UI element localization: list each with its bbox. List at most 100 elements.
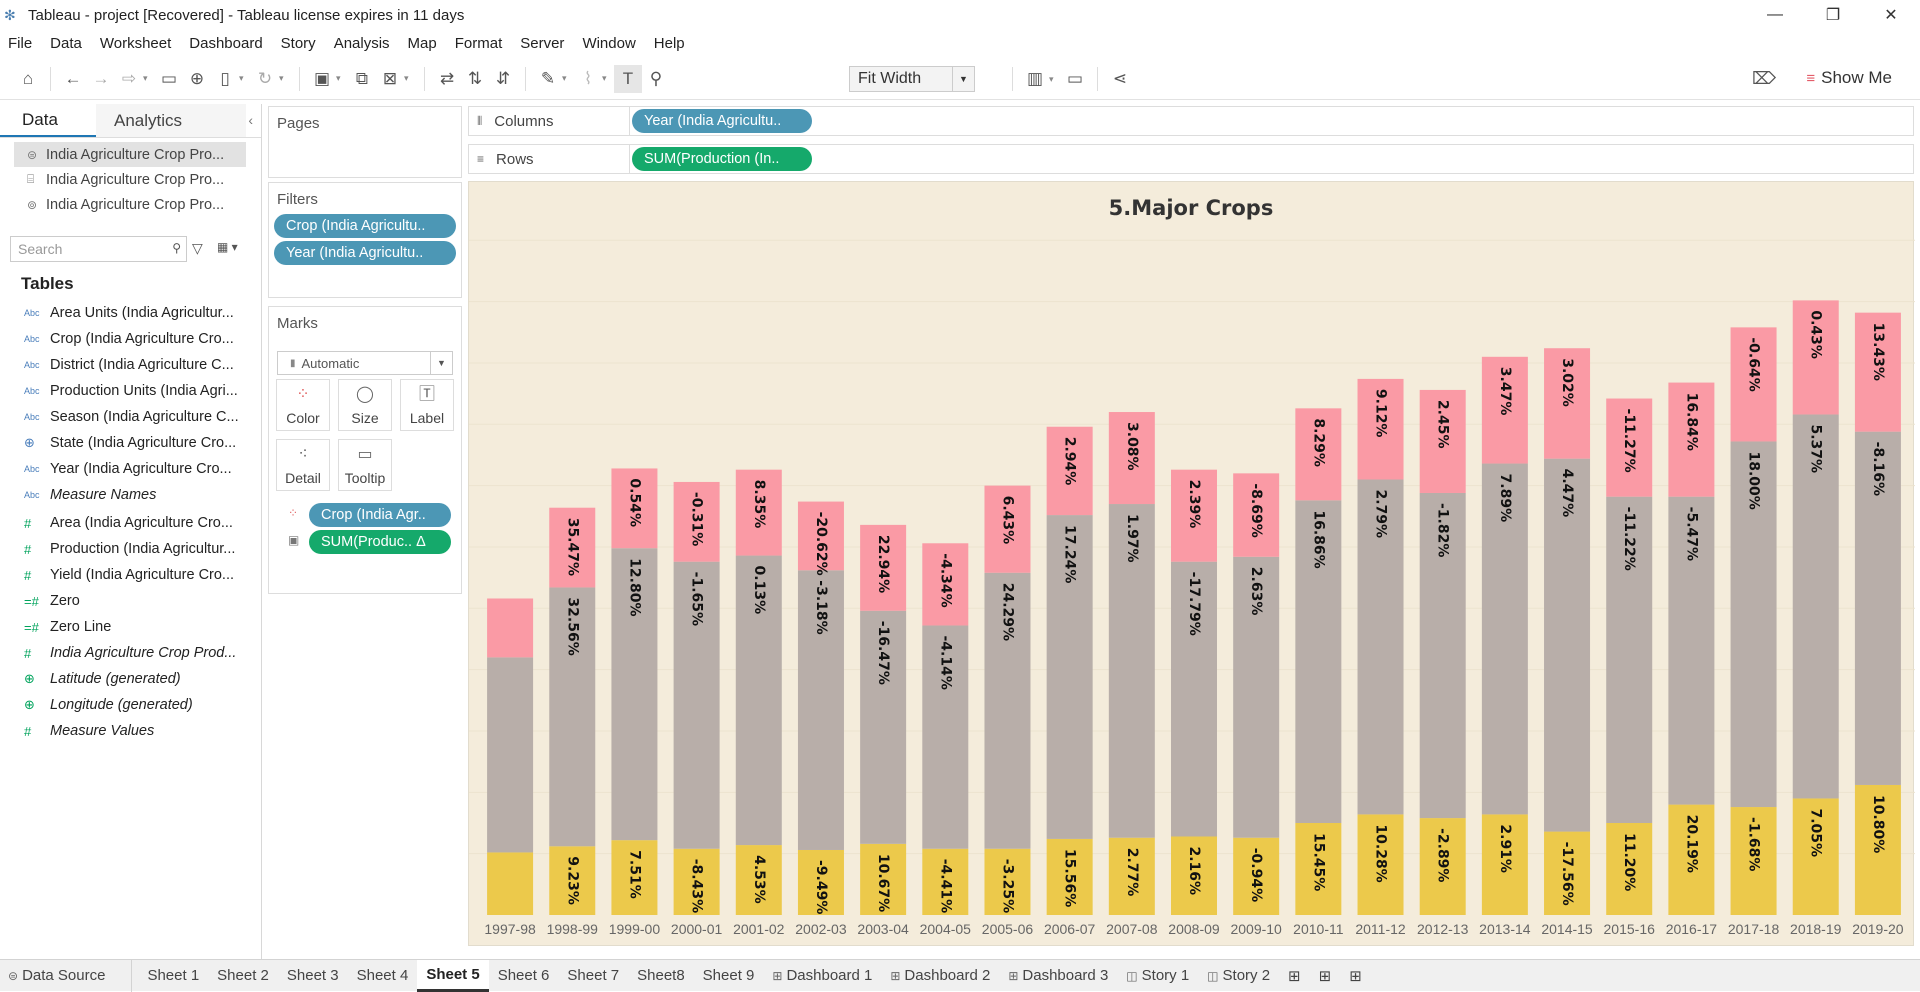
tooltip-button[interactable]: ▭ Tooltip	[338, 439, 392, 491]
bar-segment[interactable]	[487, 852, 534, 915]
field-item[interactable]: =# Zero Line	[0, 614, 262, 640]
group-dropdown-icon[interactable]: ▾	[602, 73, 607, 83]
field-item[interactable]: Abc Measure Names	[0, 482, 262, 508]
field-item[interactable]: Abc Crop (India Agriculture Cro...	[0, 326, 262, 352]
new-worksheet-dropdown-icon[interactable]: ▾	[336, 73, 341, 83]
new-story-icon[interactable]: ⊞	[1349, 967, 1362, 985]
bar-segment[interactable]	[549, 846, 596, 915]
bar-segment[interactable]	[1295, 408, 1342, 501]
datasource-item[interactable]: ⊚ India Agriculture Crop Pro...	[0, 192, 261, 217]
bar-segment[interactable]	[1419, 818, 1466, 915]
sheet-tab[interactable]: Sheet 7	[558, 960, 628, 992]
bar-segment[interactable]	[922, 848, 969, 915]
bar-segment[interactable]	[1357, 378, 1404, 480]
bar-segment[interactable]	[735, 469, 782, 556]
sheet-tab[interactable]: ◫ Story 1	[1117, 960, 1198, 992]
rows-shelf[interactable]: ≡ Rows SUM(Production (In..	[468, 144, 1914, 174]
bar-segment[interactable]	[1854, 431, 1901, 785]
filter-icon[interactable]: ▽	[192, 240, 203, 256]
sheet-tab[interactable]: ⊞ Dashboard 1	[763, 960, 881, 992]
fit-width-dropdown[interactable]: Fit Width ▼	[849, 66, 975, 92]
redo-icon[interactable]: →	[92, 68, 110, 88]
cards-dropdown-icon[interactable]: ▾	[1049, 73, 1054, 84]
tab-analytics[interactable]: Analytics	[96, 104, 246, 137]
field-item[interactable]: # India Agriculture Crop Prod...	[0, 640, 262, 666]
save-icon[interactable]: ▭	[160, 68, 178, 88]
group-members-icon[interactable]: ⌇	[583, 68, 593, 88]
highlight-dropdown-icon[interactable]: ▾	[562, 73, 567, 83]
cards-icon[interactable]: ▥	[1026, 69, 1044, 88]
field-item[interactable]: ⊕ Longitude (generated)	[0, 692, 262, 718]
field-item[interactable]: ⊕ Latitude (generated)	[0, 666, 262, 692]
menu-item-story[interactable]: Story	[280, 34, 316, 52]
bar-segment[interactable]	[1668, 804, 1715, 915]
bar-segment[interactable]	[549, 587, 596, 847]
bar-segment[interactable]	[1544, 458, 1591, 832]
field-item[interactable]: # Area (India Agriculture Cro...	[0, 510, 262, 536]
sort-ascending-icon[interactable]: ⇅	[467, 68, 483, 88]
share-icon[interactable]: ⋖	[1112, 69, 1128, 88]
bar-segment[interactable]	[922, 625, 969, 849]
field-item[interactable]: # Production (India Agricultur...	[0, 536, 262, 562]
restore-icon[interactable]: ❐	[1825, 7, 1841, 24]
sheet-tab[interactable]: Sheet 3	[278, 960, 348, 992]
bar-segment[interactable]	[1108, 837, 1155, 915]
label-button[interactable]: 🅃 Label	[400, 379, 454, 431]
bar-segment[interactable]	[1046, 838, 1093, 915]
bar-segment[interactable]	[1544, 831, 1591, 915]
bar-segment[interactable]	[487, 598, 534, 658]
swap-rows-columns-icon[interactable]: ⇄	[439, 68, 455, 88]
bar-segment[interactable]	[1233, 473, 1280, 557]
show-mark-labels-icon[interactable]: T	[614, 64, 642, 93]
new-datasource-icon[interactable]: ⊕	[189, 68, 205, 88]
bar-segment[interactable]	[1792, 300, 1839, 415]
bar-segment[interactable]	[1046, 515, 1093, 839]
menu-item-data[interactable]: Data	[50, 34, 82, 52]
bar-segment[interactable]	[1606, 398, 1653, 497]
field-item[interactable]: # Yield (India Agriculture Cro...	[0, 562, 262, 588]
field-item[interactable]: Abc Production Units (India Agri...	[0, 378, 262, 404]
menu-item-window[interactable]: Window	[582, 34, 636, 52]
sheet-tab[interactable]: ⊜ Data Source	[0, 959, 133, 992]
menu-item-map[interactable]: Map	[407, 34, 437, 52]
bar-segment[interactable]	[1730, 441, 1777, 808]
sheet-tab[interactable]: ⊞ Dashboard 3	[999, 960, 1117, 992]
bar-segment[interactable]	[1108, 412, 1155, 505]
size-button[interactable]: ◯ Size	[338, 379, 392, 431]
sheet-tab[interactable]: Sheet 1	[138, 960, 208, 992]
new-worksheet-icon[interactable]: ▣	[313, 68, 331, 88]
menu-item-help[interactable]: Help	[653, 34, 685, 52]
sheet-tab[interactable]: ◫ Story 2	[1198, 960, 1279, 992]
show-me-button[interactable]: ≡ Show Me	[1806, 68, 1892, 88]
field-item[interactable]: ⊕ State (India Agriculture Cro...	[0, 430, 262, 456]
pause-dropdown-icon[interactable]: ▾	[239, 73, 244, 83]
sheet-tab[interactable]: Sheet 4	[348, 960, 418, 992]
sheet-tab[interactable]: Sheet 5	[417, 959, 489, 992]
new-dashboard-icon[interactable]: ⊞	[1318, 967, 1332, 985]
field-item[interactable]: # Measure Values	[0, 718, 262, 744]
search-input[interactable]: Search ⚲	[10, 236, 187, 262]
pages-shelf[interactable]: Pages	[268, 106, 462, 178]
fix-axes-icon[interactable]: ⚲	[649, 68, 663, 88]
bar-segment[interactable]	[1544, 348, 1591, 459]
bar-segment[interactable]	[1792, 414, 1839, 799]
bar-segment[interactable]	[1854, 312, 1901, 432]
view-options-icon[interactable]: ▦ ▾	[217, 240, 238, 254]
format-painter-icon[interactable]: ⌦	[1751, 69, 1777, 88]
bar-segment[interactable]	[984, 572, 1031, 849]
duplicate-sheet-icon[interactable]: ⧉	[355, 68, 369, 88]
field-item[interactable]: Abc District (India Agriculture C...	[0, 352, 262, 378]
mark-type-dropdown[interactable]: ▮ Automatic ▼	[277, 351, 453, 375]
bar-segment[interactable]	[984, 485, 1031, 573]
field-item[interactable]: Abc Year (India Agriculture Cro...	[0, 456, 262, 482]
bar-segment[interactable]	[735, 845, 782, 915]
bar-segment[interactable]	[1295, 500, 1342, 823]
bar-segment[interactable]	[984, 848, 1031, 915]
bar-segment[interactable]	[1233, 556, 1280, 838]
bar-segment[interactable]	[797, 849, 844, 915]
marks-pill-production[interactable]: SUM(Produc.. Δ	[309, 530, 451, 554]
bar-segment[interactable]	[1481, 463, 1528, 815]
bar-segment[interactable]	[1357, 814, 1404, 915]
menu-item-format[interactable]: Format	[454, 34, 503, 52]
bar-segment[interactable]	[860, 524, 907, 611]
